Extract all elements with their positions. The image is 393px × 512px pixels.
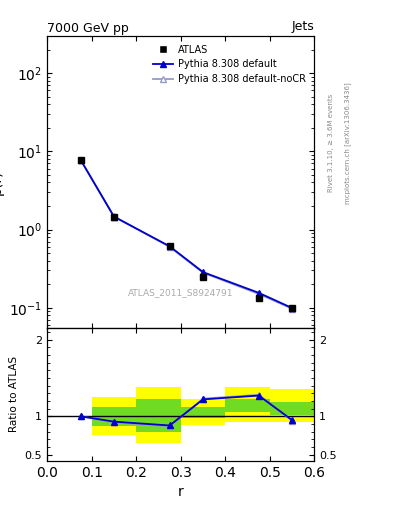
Text: 7000 GeV pp: 7000 GeV pp [47, 22, 129, 35]
Y-axis label: Ratio to ATLAS: Ratio to ATLAS [9, 356, 19, 433]
Text: Rivet 3.1.10, ≥ 3.6M events: Rivet 3.1.10, ≥ 3.6M events [328, 94, 334, 193]
Text: mcplots.cern.ch [arXiv:1306.3436]: mcplots.cern.ch [arXiv:1306.3436] [344, 82, 351, 204]
Y-axis label: ρ(r): ρ(r) [0, 169, 4, 195]
Legend: ATLAS, Pythia 8.308 default, Pythia 8.308 default-noCR: ATLAS, Pythia 8.308 default, Pythia 8.30… [149, 40, 310, 88]
Text: ATLAS_2011_S8924791: ATLAS_2011_S8924791 [128, 288, 233, 297]
X-axis label: r: r [178, 485, 184, 499]
Text: Jets: Jets [292, 20, 314, 33]
